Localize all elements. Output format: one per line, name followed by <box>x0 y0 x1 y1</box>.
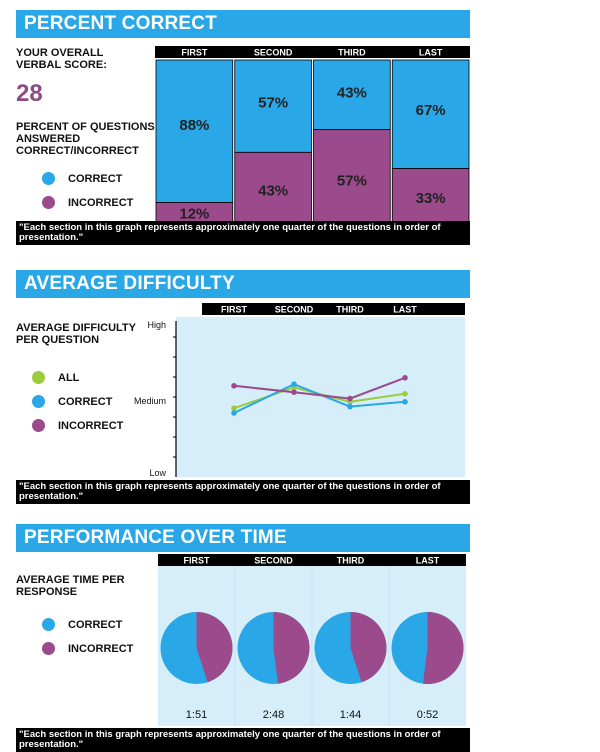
legend-correct-3: CORRECT <box>42 618 122 631</box>
pie-slice-incorrect <box>350 612 387 683</box>
percent-correct-note: "Each section in this graph represents a… <box>16 221 470 245</box>
legend-all-2: ALL <box>32 371 79 384</box>
bar-label-correct: 57% <box>258 95 288 112</box>
point-correct <box>402 399 408 405</box>
pie-slice-incorrect <box>196 612 233 683</box>
point-incorrect <box>291 389 297 395</box>
correct-dot-icon <box>42 618 55 631</box>
y-tick-label: Low <box>149 468 166 478</box>
bar-incorrect <box>391 168 470 222</box>
bar-incorrect <box>313 129 391 222</box>
bar-incorrect <box>234 151 312 222</box>
performance-note: "Each section in this graph represents a… <box>16 728 470 752</box>
difficulty-label: AVERAGE DIFFICULTY PER QUESTION <box>16 322 136 346</box>
column-header-second: SECOND <box>254 556 293 566</box>
time-label: 2:48 <box>263 709 284 721</box>
incorrect-dot-icon <box>32 419 45 432</box>
all-dot-icon <box>32 371 45 384</box>
incorrect-dot-icon <box>42 196 55 209</box>
bar-label-incorrect: 57% <box>337 172 367 189</box>
column-header-last: LAST <box>416 556 440 566</box>
percent-correct-header: PERCENT CORRECT <box>16 10 470 38</box>
bar-label-correct: 43% <box>337 84 367 101</box>
performance-over-time-chart: FIRST 1:51 SECOND 2:48 THIRD 1:44 LAST 0:52 <box>158 554 466 726</box>
column-header-third: THIRD <box>336 305 364 315</box>
column-header-first: FIRST <box>184 556 211 566</box>
pie-slice-incorrect <box>422 612 464 684</box>
point-incorrect <box>231 383 237 389</box>
column-header-first: FIRST <box>221 305 248 315</box>
point-all <box>402 391 408 397</box>
column-header-first: FIRST <box>181 48 208 58</box>
correct-dot-icon <box>42 172 55 185</box>
overall-score-value: 28 <box>16 80 43 107</box>
point-incorrect <box>402 375 408 381</box>
overall-score-label: YOUR OVERALL VERBAL SCORE: <box>16 47 107 71</box>
column-header-third: THIRD <box>337 556 365 566</box>
incorrect-dot-icon <box>42 642 55 655</box>
percent-answered-label: PERCENT OF QUESTIONS ANSWERED CORRECT/IN… <box>16 121 155 157</box>
column-header-second: SECOND <box>275 305 314 315</box>
point-correct <box>347 403 353 410</box>
column-header-bar <box>202 303 465 315</box>
legend-incorrect-label: INCORRECT <box>68 196 134 209</box>
line-incorrect <box>233 376 406 400</box>
pie-slice-incorrect <box>273 612 310 684</box>
correct-dot-icon <box>32 395 45 408</box>
legend-incorrect-label: INCORRECT <box>68 642 134 655</box>
bar-label-correct: 88% <box>179 117 209 134</box>
legend-all-label: ALL <box>58 371 80 384</box>
column-header-third: THIRD <box>338 48 366 58</box>
legend-incorrect-1: INCORRECT <box>42 196 133 209</box>
legend-correct-label: CORRECT <box>68 618 123 631</box>
legend-incorrect-2: INCORRECT <box>32 419 123 432</box>
point-incorrect <box>347 395 353 402</box>
column-header-last: LAST <box>393 305 417 315</box>
point-correct <box>291 381 297 387</box>
legend-incorrect-3: INCORRECT <box>42 642 133 655</box>
bar-label-correct: 67% <box>416 102 446 119</box>
point-all <box>231 405 237 411</box>
y-tick-label: High <box>147 320 166 330</box>
bar-correct <box>313 59 391 131</box>
average-difficulty-header: AVERAGE DIFFICULTY <box>16 270 470 298</box>
bar-correct <box>155 59 234 203</box>
column-header-bar <box>155 46 470 58</box>
performance-over-time-header: PERFORMANCE OVER TIME <box>16 524 470 552</box>
point-correct <box>231 410 237 416</box>
column-header-bar <box>158 554 466 566</box>
y-tick-label: Medium <box>134 396 166 406</box>
bar-correct <box>391 59 470 169</box>
legend-correct-label: CORRECT <box>58 395 113 408</box>
legend-correct-1: CORRECT <box>42 172 122 185</box>
legend-correct-label: CORRECT <box>68 172 123 185</box>
bar-correct <box>234 59 312 153</box>
percent-correct-chart: FIRST 88% 12% SECOND 57% 43% THIRD 43% 57% LAST 67… <box>155 46 470 222</box>
legend-correct-2: CORRECT <box>32 395 112 408</box>
bar-label-incorrect: 33% <box>416 190 446 207</box>
plot-background <box>176 317 465 477</box>
column-header-last: LAST <box>419 48 443 58</box>
average-difficulty-chart: High Medium Low FIRST SECOND THIRD LAST <box>134 303 465 478</box>
average-difficulty-note: "Each section in this graph represents a… <box>16 480 470 504</box>
bar-label-incorrect: 43% <box>258 183 288 200</box>
bar-label-incorrect: 12% <box>179 205 209 222</box>
time-label: 0:52 <box>417 709 438 721</box>
legend-incorrect-label: INCORRECT <box>58 419 124 432</box>
time-label: 1:44 <box>340 709 361 721</box>
column-header-second: SECOND <box>254 48 293 58</box>
avg-time-label: AVERAGE TIME PER RESPONSE <box>16 574 125 598</box>
time-label: 1:51 <box>186 709 207 721</box>
